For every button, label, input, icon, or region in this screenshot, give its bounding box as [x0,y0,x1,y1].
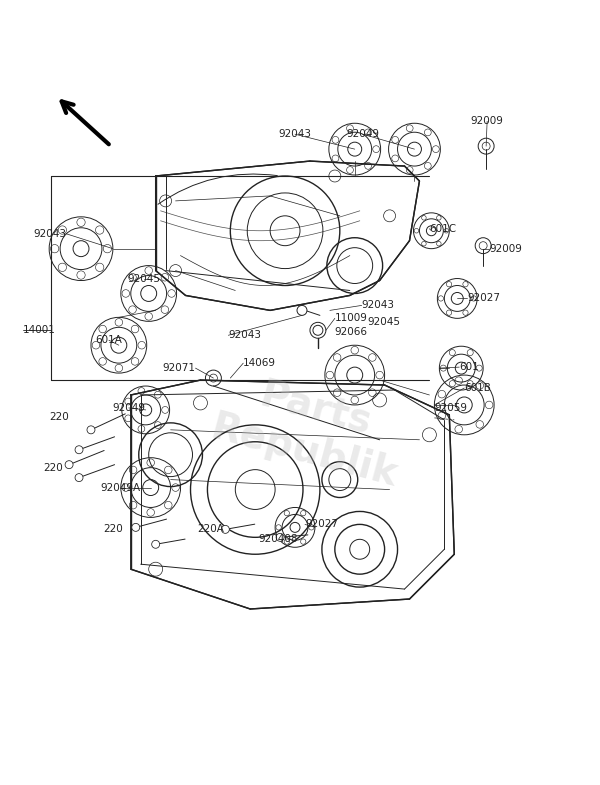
Text: 92049: 92049 [112,403,145,413]
Text: 92027: 92027 [305,520,338,529]
Text: 601A: 601A [95,335,122,345]
Text: Parts
Republik: Parts Republik [206,365,413,495]
Text: 601B: 601B [464,383,491,393]
Text: 92009: 92009 [489,243,522,254]
Text: 601C: 601C [430,224,457,234]
Text: 920408: 920408 [259,535,298,544]
Circle shape [313,325,323,335]
Text: 14001: 14001 [23,325,56,335]
Circle shape [65,461,73,469]
Circle shape [132,524,140,531]
Circle shape [75,446,83,454]
Text: 92027: 92027 [467,294,500,304]
Text: 92043: 92043 [229,330,262,340]
Text: 92045: 92045 [127,273,160,283]
Text: 601: 601 [459,362,479,372]
Text: 92049: 92049 [346,130,379,139]
Circle shape [152,540,160,548]
Text: 11009: 11009 [335,313,368,323]
Circle shape [276,533,284,542]
Circle shape [75,473,83,481]
Text: 220: 220 [43,462,63,473]
Text: 220A: 220A [197,524,224,535]
Text: 92059: 92059 [434,403,467,413]
Text: 92071: 92071 [163,363,196,373]
Text: 92043: 92043 [362,301,395,310]
Text: 92009: 92009 [470,116,503,126]
Text: 14069: 14069 [243,358,276,368]
Text: 220: 220 [49,412,69,422]
Circle shape [297,305,307,316]
Text: 92043: 92043 [278,130,311,139]
Text: 92043: 92043 [33,228,66,239]
Text: 92045: 92045 [368,317,401,327]
Text: 92049A: 92049A [101,483,141,492]
Text: 220: 220 [103,524,123,535]
Text: 92066: 92066 [335,327,368,338]
Circle shape [221,525,229,533]
Circle shape [87,425,95,434]
